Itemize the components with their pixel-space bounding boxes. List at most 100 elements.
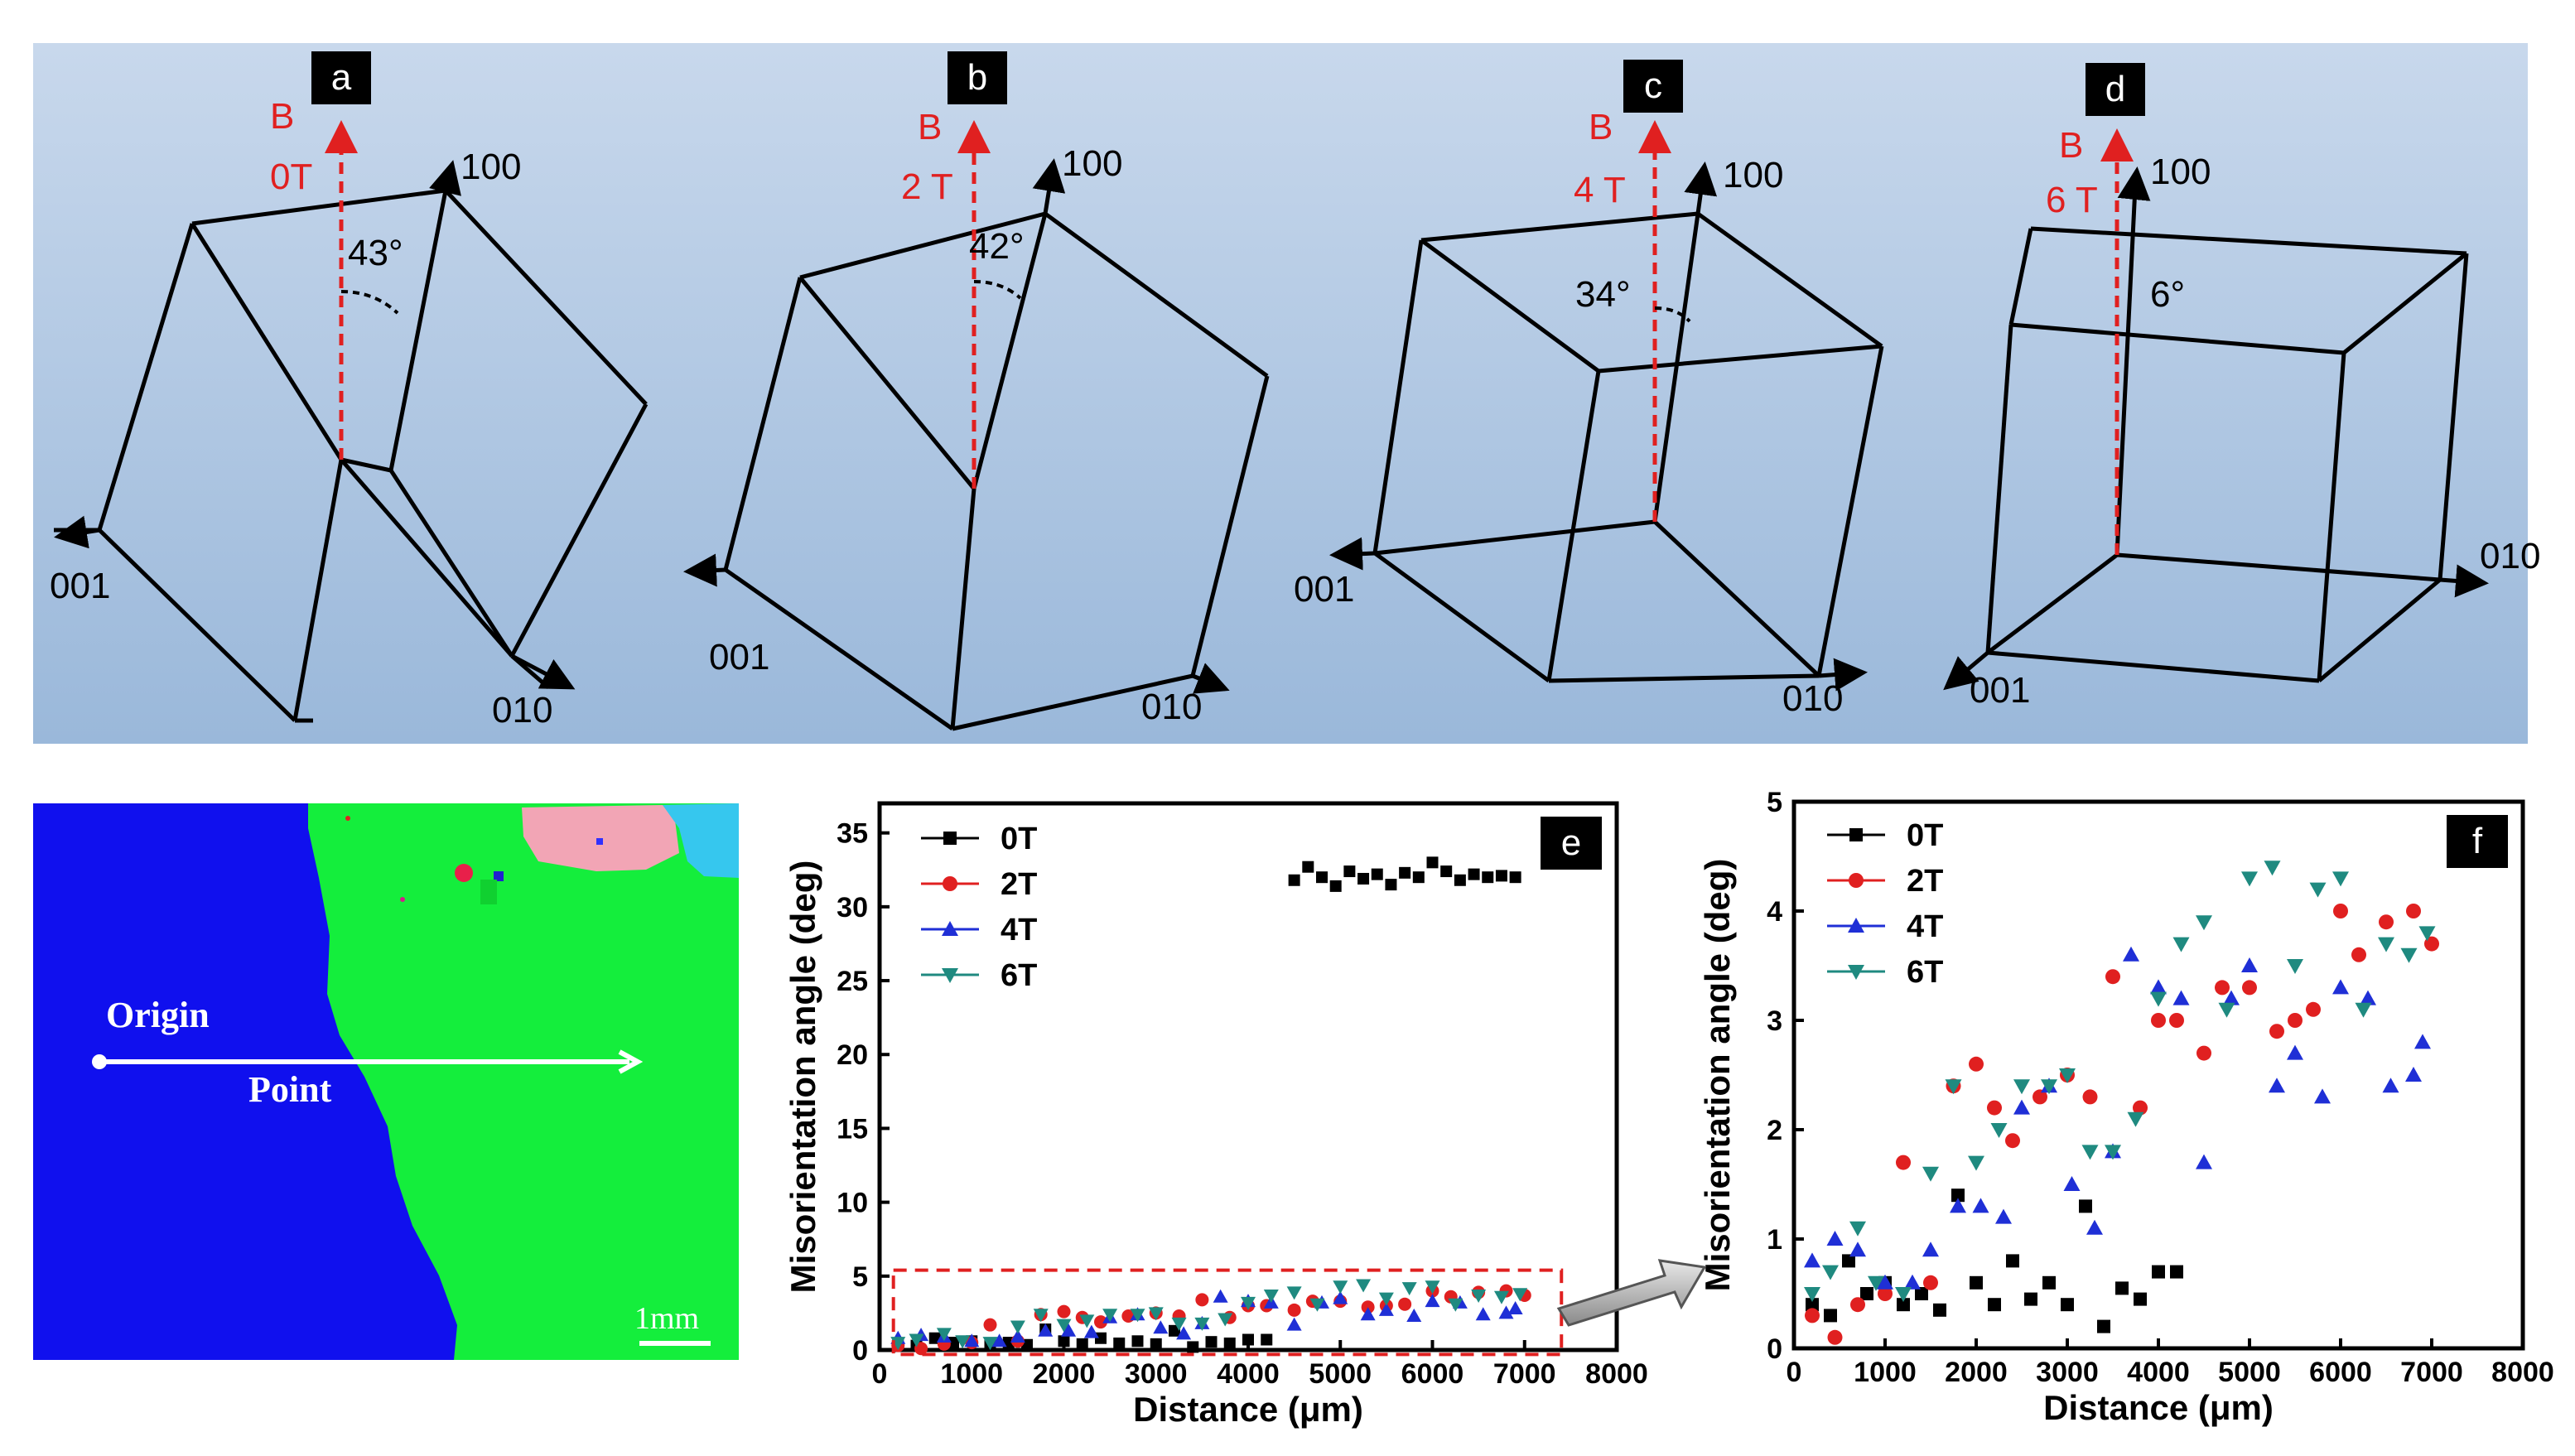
data-point-2t [2306, 1001, 2321, 1017]
data-point-6t [2013, 1079, 2030, 1095]
x-tick-label: 8000 [2491, 1357, 2554, 1388]
data-point-6t [2355, 1002, 2372, 1018]
data-point-6t [955, 1335, 971, 1349]
data-point-4t [1333, 1290, 1348, 1304]
data-point-0t [943, 832, 957, 845]
data-point-4t [2314, 1088, 2331, 1104]
data-point-6t [1471, 1290, 1487, 1303]
axis-001-arrow [54, 515, 100, 549]
axis-001-arrow [1943, 651, 1989, 691]
data-point-0t [1412, 871, 1425, 884]
data-point-6t [2081, 1145, 2099, 1160]
y-tick-label: 0 [1767, 1333, 1782, 1365]
axis-010-arrow [2439, 564, 2489, 598]
legend-label: 0T [1907, 818, 1943, 853]
y-tick-label: 25 [837, 966, 868, 997]
data-point-4t [2063, 1176, 2081, 1191]
data-point-6t [2309, 882, 2327, 898]
data-point-6t [2150, 991, 2167, 1007]
y-tick-label: 20 [837, 1039, 868, 1071]
panel-letter: a [331, 57, 352, 98]
data-point-6t [2264, 861, 2281, 876]
b-label: B [2059, 125, 2083, 166]
data-point-0t [1242, 1333, 1254, 1346]
axis-100-arrow [2117, 166, 2151, 201]
data-point-4t [1213, 1289, 1228, 1303]
x-tick-label: 1000 [940, 1358, 1003, 1390]
data-point-6t [982, 1337, 998, 1351]
data-point-6t [2105, 1145, 2121, 1160]
axis-010-arrow [1192, 663, 1230, 694]
data-point-4t [2241, 957, 2258, 972]
cube-edge [340, 457, 392, 473]
data-point-0t [2006, 1254, 2019, 1268]
data-point-0t [1187, 1341, 1199, 1353]
data-point-6t [2041, 1079, 2057, 1095]
data-point-2t [2133, 1100, 2148, 1116]
cube-edge [2438, 253, 2469, 581]
data-point-6t [2196, 915, 2212, 931]
data-point-4t [1153, 1320, 1169, 1334]
data-point-4t [2287, 1044, 2303, 1060]
cube-edge [2030, 226, 2467, 256]
axis-010-label: 010 [492, 690, 552, 730]
data-point-0t [1468, 868, 1480, 880]
angle-label: 34° [1575, 274, 1631, 315]
data-point-2t [2033, 1089, 2047, 1105]
data-point-0t [1223, 1337, 1236, 1349]
data-point-4t [1950, 1198, 1966, 1213]
data-point-4t [2150, 979, 2167, 995]
panel-badge [948, 51, 1007, 104]
data-point-6t [1309, 1298, 1325, 1312]
data-point-0t [2152, 1265, 2165, 1279]
data-point-4t [1877, 1274, 1893, 1290]
data-point-2t [914, 1342, 928, 1356]
field-label: 6 T [2046, 180, 2098, 220]
data-point-6t [1148, 1307, 1164, 1321]
orientation-map: Origin Point 1mm [33, 803, 739, 1360]
data-point-0t [1205, 1336, 1218, 1348]
data-point-6t [1079, 1314, 1095, 1328]
x-axis-title: Distance (μm) [2043, 1388, 2274, 1427]
data-point-0t [1933, 1303, 1946, 1317]
data-point-2t [1850, 1297, 1865, 1313]
axis-001-label: 001 [1294, 569, 1354, 610]
y-axis-title: Misorientation angle (deg) [1698, 859, 1737, 1292]
data-point-6t [1033, 1309, 1049, 1323]
data-point-6t [2127, 1111, 2144, 1127]
x-tick-label: 7000 [1493, 1358, 1556, 1390]
cube-edge [1653, 520, 1820, 677]
cube-edge [2008, 228, 2033, 325]
data-point-4t [942, 921, 958, 936]
cube-edge [1696, 211, 1883, 349]
data-point-2t [2242, 980, 2257, 996]
data-point-6t [2418, 926, 2436, 942]
zoom-region-box [891, 1268, 1564, 1357]
cube-edge [191, 188, 446, 226]
data-point-2t [1896, 1155, 1911, 1170]
data-point-2t [1849, 873, 1864, 888]
data-point-4t [1425, 1294, 1440, 1308]
panel-badge [1623, 60, 1683, 113]
data-point-4t [1360, 1307, 1376, 1321]
panel-letter: d [2105, 69, 2125, 109]
data-point-6t [1401, 1282, 1417, 1296]
cube-edge [1374, 519, 1656, 556]
data-point-0t [2097, 1319, 2110, 1333]
data-point-0t [1357, 872, 1370, 885]
data-point-2t [2406, 904, 2421, 918]
data-point-0t [1951, 1188, 1965, 1203]
data-point-0t [1860, 1287, 1873, 1300]
data-point-4t [1378, 1302, 1394, 1316]
data-point-2t [1827, 1329, 1843, 1345]
data-point-0t [1824, 1309, 1837, 1323]
x-tick-label: 6000 [1401, 1358, 1464, 1390]
cube-edge [972, 213, 1048, 489]
data-point-4t [1286, 1317, 1302, 1331]
data-point-0t [1897, 1298, 1910, 1312]
cube-edge [2317, 578, 2442, 682]
x-tick-label: 0 [872, 1358, 888, 1390]
data-point-0t [1915, 1287, 1928, 1300]
x-tick-label: 4000 [1217, 1358, 1280, 1390]
